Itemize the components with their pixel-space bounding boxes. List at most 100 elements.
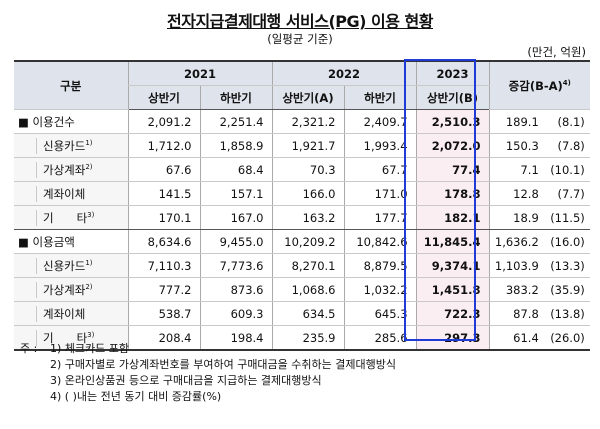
header-change: 증감(B-A)4) — [488, 60, 591, 110]
value-cell: 1,032.2 — [343, 277, 417, 302]
value-cell: 2,510.3 — [415, 109, 490, 134]
value-cell: 2,091.2 — [127, 109, 200, 134]
page-title: 전자지급결제대행 서비스(PG) 이용 현황 — [167, 12, 434, 31]
row-label-sup: 2) — [85, 162, 93, 171]
value-cell: 163.2 — [271, 205, 345, 230]
footnote-4: 4) ( )내는 전년 동기 대비 증감률(%) — [50, 390, 222, 403]
row-label: 신용카드1) — [14, 253, 128, 278]
value-cell: 1,068.6 — [271, 277, 345, 302]
row-label-sup: 1) — [85, 138, 93, 147]
value-cell: 7,110.3 — [127, 253, 200, 278]
value-cell: 2,409.7 — [343, 109, 417, 134]
row-label-text: 기 타 — [43, 210, 88, 225]
value-cell: 67.7 — [343, 157, 417, 182]
value-cell: 68.4 — [199, 157, 273, 182]
bullet: ■ — [18, 114, 29, 129]
value-cell: 10,209.2 — [271, 229, 345, 254]
change-amount: 87.8 — [513, 306, 539, 321]
value-cell: 777.2 — [127, 277, 200, 302]
value-cell: 141.5 — [127, 181, 200, 206]
table-row: 계좌이체 141.5 157.1 166.0 171.0 178.8 12.8 (7.7) — [14, 181, 591, 206]
change-amount: 1,103.9 — [494, 258, 539, 273]
value-cell: 8,634.6 — [127, 229, 200, 254]
change-amount: 12.8 — [513, 186, 539, 201]
value-cell: 8,270.1 — [271, 253, 345, 278]
value-cell: 77.4 — [415, 157, 490, 182]
value-cell: 873.6 — [199, 277, 273, 302]
value-cell: 170.1 — [127, 205, 200, 230]
value-cell: 9,374.1 — [415, 253, 490, 278]
change-cell: 150.3 (7.8) — [488, 133, 591, 158]
change-cell: 1,103.9 (13.3) — [488, 253, 591, 278]
row-label-sup: 3) — [87, 330, 95, 339]
value-cell: 171.0 — [343, 181, 417, 206]
value-cell: 1,451.8 — [415, 277, 490, 302]
header-category: 구분 — [14, 60, 128, 110]
table-row: ■ 이용금액 8,634.6 9,455.0 10,209.2 10,842.6 11,8… — [14, 229, 591, 254]
value-cell: 182.1 — [415, 205, 490, 230]
header-half-2022-second: 하반기 — [343, 85, 417, 110]
row-label-text: 기 타 — [43, 330, 88, 345]
value-cell: 2,072.0 — [415, 133, 490, 158]
change-percent: (7.7) — [557, 186, 585, 201]
value-cell: 198.4 — [199, 325, 273, 351]
value-cell: 208.4 — [127, 325, 200, 351]
row-label-text: 이용금액 — [32, 234, 75, 249]
row-label-text: 가상계좌 — [43, 282, 86, 297]
unit-label: (만건, 억원) — [527, 45, 586, 59]
value-cell: 1,921.7 — [271, 133, 345, 158]
value-cell: 285.6 — [343, 325, 417, 351]
pg-usage-table: 구분 2021 2022 2023 증감(B-A)4) 상반기 하반기 상반기(… — [14, 60, 591, 351]
row-label-text: 신용카드 — [43, 258, 86, 273]
change-amount: 18.9 — [513, 210, 539, 225]
value-cell: 7,773.6 — [199, 253, 273, 278]
value-cell: 167.0 — [199, 205, 273, 230]
value-cell: 166.0 — [271, 181, 345, 206]
value-cell: 9,455.0 — [199, 229, 273, 254]
change-amount: 189.1 — [505, 114, 539, 129]
row-label: 가상계좌2) — [14, 277, 128, 302]
row-label: ■ 이용건수 — [14, 109, 128, 134]
change-cell: 18.9 (11.5) — [488, 205, 591, 230]
value-cell: 1,858.9 — [199, 133, 273, 158]
footnote-row: 3) 온라인상품권 등으로 구매대금을 지급하는 결제대행방식 — [20, 373, 396, 389]
row-label: 계좌이체 — [14, 301, 128, 326]
change-cell: 7.1 (10.1) — [488, 157, 591, 182]
row-label: 가상계좌2) — [14, 157, 128, 182]
change-cell: 87.8 (13.8) — [488, 301, 591, 326]
value-cell: 235.9 — [271, 325, 345, 351]
change-percent: (13.3) — [550, 258, 585, 273]
value-cell: 609.3 — [199, 301, 273, 326]
header-half-2023-first: 상반기(B) — [415, 85, 490, 110]
change-percent: (11.5) — [550, 210, 585, 225]
header-half-2022-first: 상반기(A) — [271, 85, 345, 110]
change-amount: 1,636.2 — [494, 234, 539, 249]
footnotes: 주 : 1) 체크카드 포함 2) 구매자별로 가상계좌번호를 부여하여 구매대금… — [20, 341, 396, 405]
table-row: 신용카드1) 7,110.3 7,773.6 8,270.1 8,879.5 9,374.… — [14, 253, 591, 278]
value-cell: 70.3 — [271, 157, 345, 182]
value-cell: 1,712.0 — [127, 133, 200, 158]
header-year-2022: 2022 — [271, 60, 417, 86]
footnote-1: 1) 체크카드 포함 — [50, 342, 130, 355]
change-cell: 383.2 (35.9) — [488, 277, 591, 302]
row-label-sup: 1) — [85, 258, 93, 267]
row-label: 기 타3) — [14, 325, 128, 351]
value-cell: 297.3 — [415, 325, 490, 351]
value-cell: 157.1 — [199, 181, 273, 206]
header-year-2023: 2023 — [415, 60, 490, 86]
change-cell: 1,636.2 (16.0) — [488, 229, 591, 254]
change-percent: (16.0) — [550, 234, 585, 249]
change-percent: (7.8) — [557, 138, 585, 153]
footnote-row: 2) 구매자별로 가상계좌번호를 부여하여 구매대금을 수취하는 결제대행방식 — [20, 357, 396, 373]
value-cell: 2,321.2 — [271, 109, 345, 134]
row-label: 계좌이체 — [14, 181, 128, 206]
table-row: 가상계좌2) 67.6 68.4 70.3 67.7 77.4 7.1 (10.1) — [14, 157, 591, 182]
table-row: 신용카드1) 1,712.0 1,858.9 1,921.7 1,993.4 2,072.… — [14, 133, 591, 158]
row-label-text: 이용건수 — [32, 114, 75, 129]
row-label-text: 신용카드 — [43, 138, 86, 153]
value-cell: 2,251.4 — [199, 109, 273, 134]
change-percent: (10.1) — [550, 162, 585, 177]
row-label-text: 가상계좌 — [43, 162, 86, 177]
row-label-text: 계좌이체 — [43, 306, 86, 321]
table-row: ■ 이용건수 2,091.2 2,251.4 2,321.2 2,409.7 2,510.… — [14, 109, 591, 134]
